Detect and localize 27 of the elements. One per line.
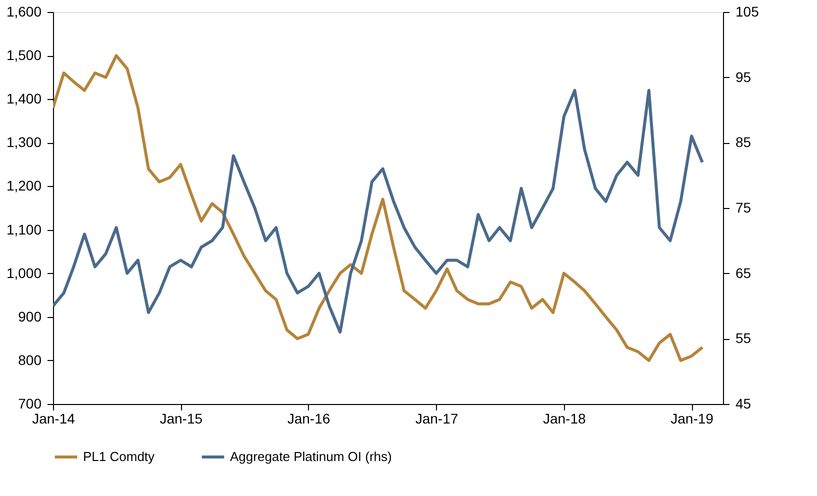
line-series: [53, 88, 704, 334]
y2-tick-label: 85: [736, 134, 752, 150]
x-tick-label: Jan-19: [670, 410, 714, 426]
y-tick-label: 900: [18, 308, 42, 324]
x-tick-label: Jan-17: [415, 410, 458, 426]
y-tick-label: 700: [18, 396, 42, 412]
y2-tick-label: 55: [736, 330, 752, 346]
y-tick-label: 1,400: [6, 90, 42, 107]
line-series: [53, 54, 704, 362]
y-tick-label: 1,500: [6, 47, 42, 64]
legend-label: Aggregate Platinum OI (rhs): [230, 449, 392, 464]
y2-tick-label: 75: [736, 200, 752, 216]
x-tick-label: Jan-14: [32, 410, 76, 426]
x-tick-label: Jan-16: [287, 410, 330, 426]
y-tick-label: 1,200: [6, 178, 42, 194]
y-tick-label: 1,300: [6, 134, 42, 150]
y-tick-label: 800: [18, 352, 42, 368]
x-tick-label: Jan-15: [160, 410, 203, 426]
x-tick-label: Jan-18: [542, 410, 586, 426]
y-tick-label: 1,600: [6, 4, 42, 20]
y2-tick-label: 95: [736, 68, 752, 85]
y2-tick-label: 105: [736, 4, 760, 20]
y-tick-label: 1,000: [6, 264, 42, 281]
legend-label: PL1 Comdty: [83, 449, 156, 464]
y-tick-label: 1,100: [6, 221, 42, 238]
y2-tick-label: 65: [736, 264, 752, 281]
y2-tick-label: 45: [736, 396, 752, 412]
